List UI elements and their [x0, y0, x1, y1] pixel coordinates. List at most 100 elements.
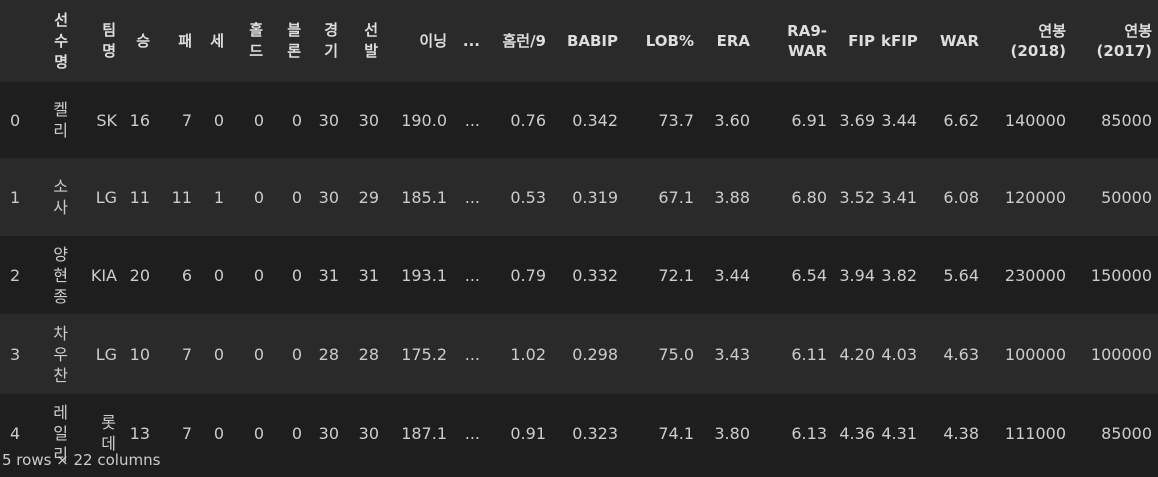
column-header-player-name: 선수명: [32, 0, 75, 82]
column-header-starts: 선발: [345, 0, 385, 82]
table-cell: 73.7: [658, 110, 694, 130]
table-cell: 100000: [1004, 344, 1066, 364]
table-cell: 차우찬: [53, 323, 68, 385]
column-header-hr9: 홈런/9: [486, 0, 552, 82]
table-cell: LG: [95, 344, 117, 364]
column-header-ellipsis: ...: [453, 0, 486, 82]
table-cell: 31: [358, 265, 379, 285]
table-row: 1 소사 LG 11 11 1 0 0 30 29 185.1... 0.53 0.319 67.1 3.8…: [0, 158, 1158, 236]
table-cell: 0: [291, 187, 302, 207]
table-cell: 레일리: [53, 402, 68, 464]
table-cell: ...: [464, 423, 480, 443]
table-cell: 롯데: [101, 413, 116, 453]
table-cell: 7: [181, 110, 192, 130]
row-column-count: 5 rows × 22 columns: [2, 451, 161, 469]
table-cell: 5.64: [943, 265, 979, 285]
table-cell: 50000: [1101, 187, 1152, 207]
table-cell: 0: [253, 265, 264, 285]
table-cell: ...: [464, 344, 480, 364]
column-header-salary-2018: 연봉 (2018): [985, 0, 1072, 82]
table-cell: KIA: [90, 265, 117, 285]
table-cell: 0: [253, 344, 264, 364]
table-cell: 30: [318, 187, 339, 207]
table-cell: 4.38: [943, 423, 979, 443]
column-header-babip: BABIP: [552, 0, 624, 82]
table-cell: 6.80: [791, 187, 827, 207]
table-cell: 7: [181, 423, 192, 443]
table-cell: 3.82: [881, 265, 917, 285]
table-cell: 켈리: [53, 100, 68, 140]
row-index: 1: [10, 187, 21, 207]
table-cell: 100000: [1090, 344, 1152, 364]
table-cell: 양현종: [53, 244, 68, 306]
table-cell: 0.298: [572, 344, 618, 364]
column-header-era: ERA: [700, 0, 756, 82]
table-cell: 140000: [1004, 110, 1066, 130]
table-cell: 6.62: [943, 110, 979, 130]
table-row: 4 레일리 롯데 13 7 0 0 0 30 30 187.1... 0.91 0.323 74.1 3.8…: [0, 394, 1158, 472]
table-cell: 0.323: [572, 423, 618, 443]
table-cell: 6: [181, 265, 192, 285]
table-cell: 0: [291, 265, 302, 285]
table-cell: 4.36: [839, 423, 875, 443]
table-cell: 0.332: [572, 265, 618, 285]
table-cell: 0: [291, 344, 302, 364]
table-cell: 16: [129, 110, 150, 130]
table-cell: 3.43: [714, 344, 750, 364]
column-header-losses: 패: [156, 0, 198, 82]
table-cell: 85000: [1101, 110, 1152, 130]
column-header-war: WAR: [923, 0, 985, 82]
row-index: 0: [10, 110, 21, 130]
table-cell: 0.91: [510, 423, 546, 443]
table-cell: 7: [181, 344, 192, 364]
table-cell: 4.03: [881, 344, 917, 364]
table-cell: 3.41: [881, 187, 917, 207]
table-cell: 13: [129, 423, 150, 443]
table-cell: 28: [358, 344, 379, 364]
table-cell: 230000: [1004, 265, 1066, 285]
column-header-index: [0, 0, 32, 82]
table-cell: 4.20: [839, 344, 875, 364]
table-cell: 3.44: [714, 265, 750, 285]
table-cell: SK: [96, 110, 117, 130]
table-cell: 29: [358, 187, 379, 207]
table-cell: 3.88: [714, 187, 750, 207]
table-cell: 0: [213, 110, 224, 130]
table-cell: 4.63: [943, 344, 979, 364]
table-row: 3 차우찬 LG 10 7 0 0 0 28 28 175.2... 1.02 0.298 75.0 3.4…: [0, 314, 1158, 394]
table-cell: 74.1: [658, 423, 694, 443]
column-header-ra9-war: RA9-WAR: [756, 0, 833, 82]
column-header-fip: FIP: [833, 0, 881, 82]
table-cell: 10: [129, 344, 150, 364]
table-cell: 31: [318, 265, 339, 285]
table-cell: 72.1: [658, 265, 694, 285]
table-cell: 30: [318, 110, 339, 130]
table-cell: 3.94: [839, 265, 875, 285]
table-cell: 1.02: [510, 344, 546, 364]
table-cell: 0.76: [510, 110, 546, 130]
table-cell: 193.1: [401, 265, 447, 285]
table-cell: 30: [318, 423, 339, 443]
table-cell: 0: [253, 187, 264, 207]
table-cell: 190.0: [401, 110, 447, 130]
table-cell: 3.44: [881, 110, 917, 130]
table-cell: 11: [129, 187, 150, 207]
table-cell: ...: [464, 265, 480, 285]
table-cell: 3.69: [839, 110, 875, 130]
table-cell: 0.53: [510, 187, 546, 207]
table-cell: 0: [291, 423, 302, 443]
column-header-wins: 승: [123, 0, 156, 82]
column-header-innings: 이닝: [385, 0, 453, 82]
table-cell: 6.91: [791, 110, 827, 130]
table-cell: 6.54: [791, 265, 827, 285]
table-cell: 67.1: [658, 187, 694, 207]
table-cell: 111000: [1004, 423, 1066, 443]
table-cell: 1: [213, 187, 224, 207]
table-row: 2 양현종 KIA 20 6 0 0 0 31 31 193.1... 0.79 0.332 72.1 3.…: [0, 236, 1158, 314]
table-cell: 0: [253, 110, 264, 130]
table-cell: 30: [358, 110, 379, 130]
header-row: 선수명 팀명 승 패 세 홀드 블론 경기 선발 이닝 ... 홈런/9 BAB…: [0, 0, 1158, 82]
table-cell: 0.79: [510, 265, 546, 285]
table-cell: 3.80: [714, 423, 750, 443]
